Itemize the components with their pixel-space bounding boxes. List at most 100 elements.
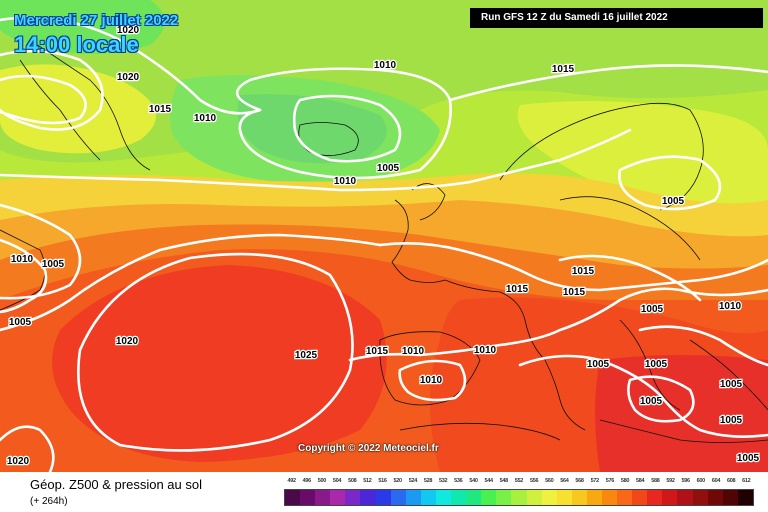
isobar-label: 1015: [366, 346, 389, 357]
scale-swatch: [390, 490, 406, 505]
isobar-label: 1010: [719, 301, 742, 312]
scale-label: 528: [423, 478, 433, 484]
scale-swatch: [586, 490, 602, 505]
isobar-label: 1005: [641, 304, 664, 315]
scale-swatch: [662, 490, 678, 505]
geopotential-scale: 492 496 500 504 508 512 516 520 524 528 532 536 540 5…: [284, 478, 754, 510]
isobars: [0, 16, 768, 472]
scale-swatch: [707, 490, 723, 505]
scale-swatch: [692, 490, 708, 505]
map-title: Géop. Z500 & pression au sol: [30, 477, 202, 492]
isobar-label: 1010: [334, 176, 357, 187]
scale-swatch: [345, 490, 361, 505]
scale-swatch: [375, 490, 391, 505]
scale-swatch: [601, 490, 618, 505]
scale-label: 596: [681, 478, 691, 484]
isobar-label: 1010: [11, 254, 34, 265]
scale-label: 556: [529, 478, 539, 484]
scale-label: 584: [636, 478, 645, 484]
scale-swatch: [405, 490, 421, 505]
scale-swatch: [285, 490, 301, 505]
scale-swatch: [435, 490, 452, 505]
scale-label: 552: [514, 478, 524, 484]
isobar-label: 1010: [420, 375, 443, 386]
scale-swatch: [556, 490, 572, 505]
scale-swatch: [737, 490, 753, 505]
forecast-lead-time: (+ 264h): [30, 496, 68, 507]
model-run-banner: Run GFS 12 Z du Samedi 16 juillet 2022: [470, 8, 763, 28]
coastlines: [0, 39, 768, 443]
scale-label: 492: [287, 478, 296, 484]
scale-label: 600: [696, 478, 706, 484]
scale-swatch: [511, 490, 527, 505]
isobar-label: 1020: [7, 456, 30, 467]
scale-swatch: [677, 490, 693, 505]
scale-swatch: [526, 490, 542, 505]
isobar-label: 1005: [587, 359, 610, 370]
legend-footer: Géop. Z500 & pression au sol (+ 264h) 49…: [0, 472, 768, 512]
isobar-label: 1020: [117, 25, 140, 36]
scale-swatch: [420, 490, 436, 505]
isobar-label: 1020: [117, 72, 140, 83]
scale-label: 612: [742, 478, 751, 484]
pressure-map: 1020 1020 1015 1010 1010 1015 1005 1010 1005 1010…: [0, 0, 768, 472]
scale-label: 576: [605, 478, 615, 484]
isobar-label: 1005: [640, 396, 663, 407]
scale-label: 604: [711, 478, 721, 484]
scale-swatch: [330, 490, 346, 505]
scale-label: 592: [666, 478, 675, 484]
scale-label: 504: [332, 478, 342, 484]
isobar-label: 1005: [377, 163, 400, 174]
isobar-label: 1010: [374, 60, 397, 71]
scale-swatch: [617, 490, 633, 505]
isobar-label: 1020: [116, 336, 139, 347]
forecast-date: Mercredi 27 juillet 2022: [14, 12, 179, 29]
scale-label: 568: [575, 478, 584, 484]
isobar-label: 1005: [737, 453, 760, 464]
isobar-label: 1015: [506, 284, 529, 295]
scale-label: 588: [651, 478, 660, 484]
scale-label: 500: [317, 478, 327, 484]
isobar-label: 1005: [645, 359, 668, 370]
isobar-label: 1015: [149, 104, 172, 115]
isobar-label: 1010: [474, 345, 497, 356]
scale-label: 608: [726, 478, 736, 484]
scale-label: 536: [454, 478, 463, 484]
isobar-label: 1005: [662, 196, 685, 207]
scale-label: 548: [499, 478, 509, 484]
copyright-notice: Copyright © 2022 Meteociel.fr: [298, 443, 439, 454]
scale-label: 544: [484, 478, 493, 484]
scale-label: 580: [620, 478, 630, 484]
scale-label: 496: [302, 478, 312, 484]
scale-label: 572: [590, 478, 600, 484]
scale-swatch: [496, 490, 512, 505]
scale-label: 524: [408, 478, 418, 484]
isobar-label: 1005: [9, 317, 32, 328]
scale-swatch: [632, 490, 648, 505]
scale-swatch: [722, 490, 738, 505]
scale-swatch: [300, 490, 316, 505]
scale-swatch: [481, 490, 497, 505]
isobar-label: 1015: [572, 266, 595, 277]
isobar-label: 1005: [720, 415, 743, 426]
scale-swatch: [571, 490, 587, 505]
scale-label: 532: [439, 478, 448, 484]
scale-label: 508: [348, 478, 357, 484]
scale-swatch: [360, 490, 376, 505]
scale-label: 564: [560, 478, 569, 484]
isobar-label: 1015: [552, 64, 575, 75]
scale-swatch: [466, 490, 482, 505]
isobar-label: 1005: [42, 259, 65, 270]
scale-label: 560: [545, 478, 554, 484]
isobar-labels: 1020 1020 1015 1010 1010 1015 1005 1010 1005 1010…: [6, 24, 761, 469]
scale-label: 512: [363, 478, 372, 484]
scale-label: 516: [378, 478, 387, 484]
scale-swatch: [647, 490, 663, 505]
forecast-time: 14:00 locale: [14, 32, 139, 57]
z500-field: [0, 0, 768, 472]
scale-colorbar: [284, 489, 754, 506]
scale-labels: 492 496 500 504 508 512 516 520 524 528 532 536 540 5…: [284, 478, 754, 488]
scale-label: 540: [469, 478, 478, 484]
scale-swatch: [541, 490, 557, 505]
